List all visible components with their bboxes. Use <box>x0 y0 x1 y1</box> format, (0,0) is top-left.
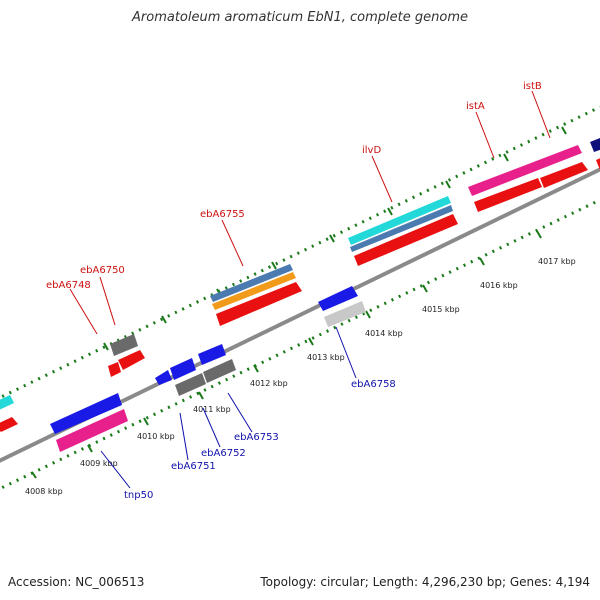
gene-ebA6750-gray <box>110 334 138 356</box>
map-title: Aromatoleum aromaticum EbN1, complete ge… <box>132 10 468 25</box>
gene-ebA6753-gray <box>203 359 236 383</box>
gene-label: ebA6758 <box>351 379 396 390</box>
gene-tnp50-blue <box>50 393 122 434</box>
kbp-label: 4010 kbp <box>137 432 175 441</box>
accession-text: Accession: NC_006513 <box>8 575 145 589</box>
kbp-label: 4008 kbp <box>25 487 63 496</box>
kbp-label: 4017 kbp <box>538 257 576 266</box>
gene-ebA6753-blue <box>198 344 226 365</box>
gene-ilvD-red <box>354 214 458 266</box>
tick-track-upper <box>0 105 600 400</box>
gene-ebA6758-blue <box>318 286 358 311</box>
gene-ebA6758-lightgray <box>324 301 366 327</box>
gene-istA-magenta <box>468 145 582 196</box>
gene-ebA6750-red <box>118 350 145 370</box>
gene-label: ebA6750 <box>80 265 125 276</box>
kbp-label: 4011 kbp <box>193 405 231 414</box>
gene-cyan-partial <box>0 395 14 410</box>
gene-label: ebA6752 <box>201 448 246 459</box>
gene-label: ebA6748 <box>46 280 91 291</box>
kbp-label: 4016 kbp <box>480 281 518 290</box>
label-leaders <box>69 90 551 489</box>
genome-summary-text: Topology: circular; Length: 4,296,230 bp… <box>260 575 590 589</box>
gene-label: ilvD <box>362 145 381 156</box>
gene-istA-red <box>474 178 542 212</box>
gene-tnp50-magenta <box>56 409 128 452</box>
gene-ebA6755-red <box>216 282 302 326</box>
gene-navy <box>590 138 600 152</box>
gene-ilvD-cyan <box>348 196 451 245</box>
gene-ebA6755-orange <box>212 272 296 310</box>
kbp-label: 4014 kbp <box>365 329 403 338</box>
gene-ebA6755-steel <box>210 264 293 302</box>
gene-label: ebA6751 <box>171 461 216 472</box>
kbp-label: 4009 kbp <box>80 459 118 468</box>
gene-labels: ebA6748 ebA6750 ebA6755 ilvD istA istB t… <box>46 81 542 501</box>
genes-forward <box>0 138 600 432</box>
kbp-label: 4013 kbp <box>307 353 345 362</box>
kbp-scale: 4008 kbp 4009 kbp 4010 kbp 4011 kbp 4012… <box>25 230 576 496</box>
gene-ebA6748-red <box>108 362 121 377</box>
gene-ebA6751-blue <box>155 370 172 385</box>
gene-label: tnp50 <box>124 490 153 501</box>
gene-label: ebA6755 <box>200 209 245 220</box>
gene-ilvD-steel <box>350 205 453 252</box>
gene-istB-red <box>540 162 588 188</box>
gene-label: istB <box>523 81 542 92</box>
gene-red-edge <box>596 158 600 170</box>
kbp-label: 4015 kbp <box>422 305 460 314</box>
upper-major-ticks <box>103 126 567 351</box>
genes-reverse <box>50 286 366 452</box>
gene-label: ebA6753 <box>234 432 279 443</box>
gene-red-partial <box>0 417 18 432</box>
gene-ebA6751-gray <box>175 373 206 396</box>
gene-label: istA <box>466 101 485 112</box>
kbp-label: 4012 kbp <box>250 379 288 388</box>
gene-ebA6752-blue <box>170 358 196 380</box>
